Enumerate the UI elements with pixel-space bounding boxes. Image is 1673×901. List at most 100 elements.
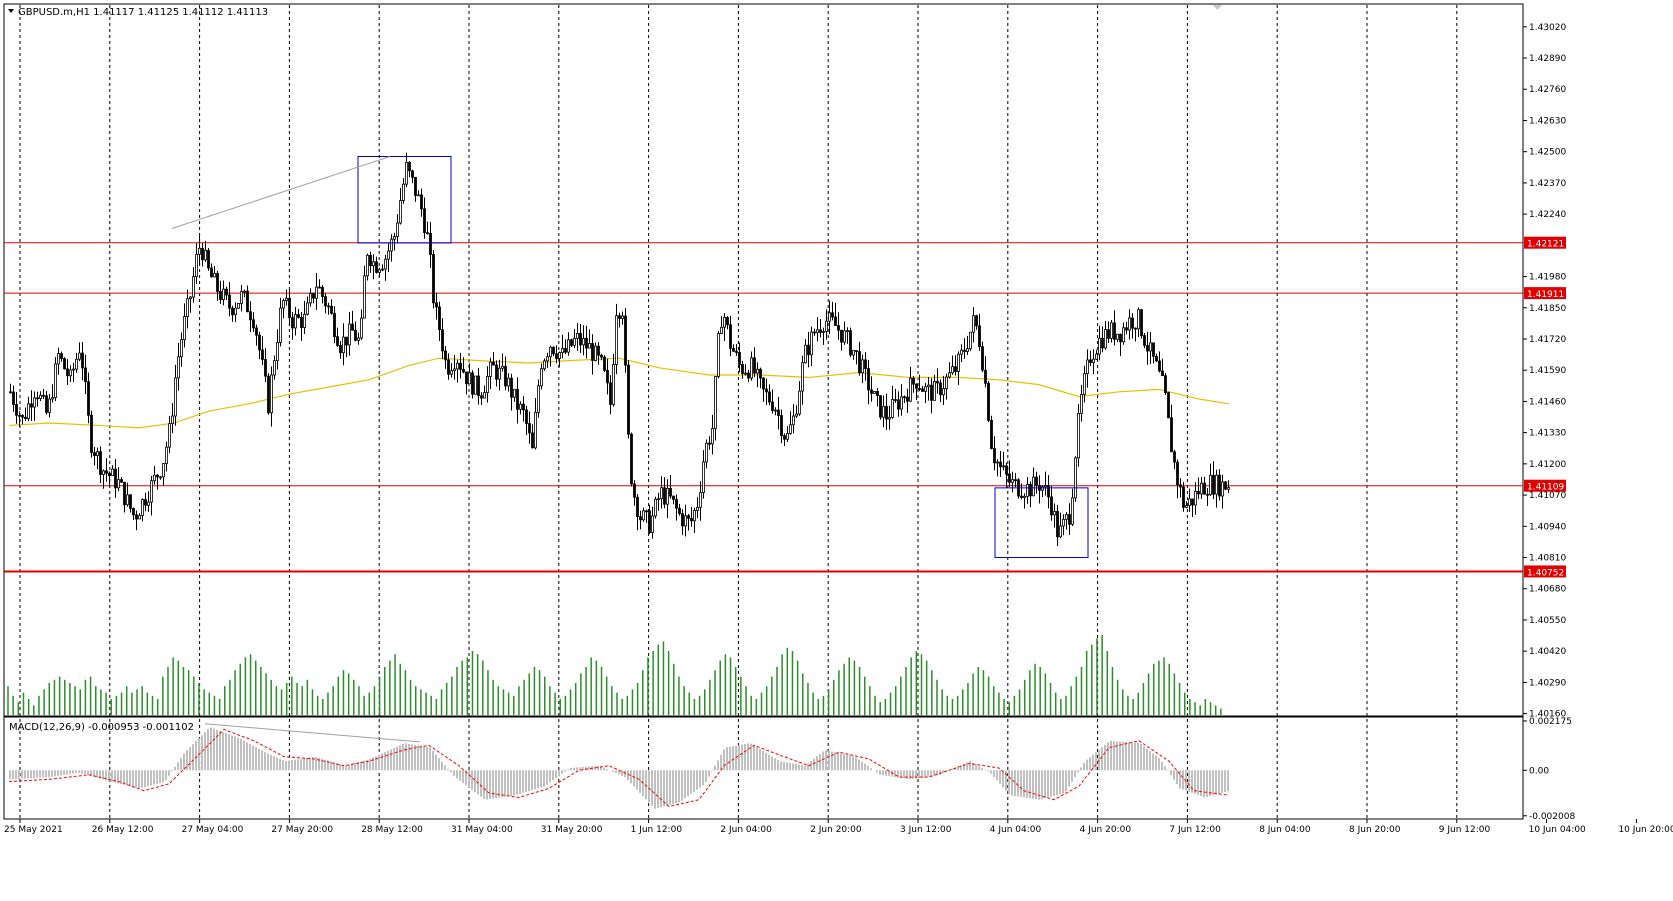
candle-body [381, 268, 384, 271]
candle-body [672, 495, 675, 500]
trendlines[interactable] [171, 156, 421, 743]
candle-body [438, 306, 441, 331]
candle-body [261, 349, 264, 360]
candle-body [948, 372, 951, 378]
candle-body [150, 480, 153, 503]
candle-body [696, 506, 699, 511]
candle-body [1029, 483, 1032, 497]
candle-body [1134, 327, 1137, 330]
candle-body [711, 428, 714, 445]
price-trendline[interactable] [171, 156, 391, 230]
candle-body [66, 368, 69, 377]
rectangle-objects[interactable] [357, 155, 1089, 559]
candle-body [225, 288, 228, 296]
candle-body [231, 307, 234, 316]
chart-menu-arrow-icon[interactable] [8, 9, 14, 13]
candle-body [1095, 353, 1098, 360]
candle-body [888, 416, 891, 420]
candle-body [1203, 482, 1206, 495]
candle-body [180, 339, 183, 358]
candle-body [291, 317, 294, 329]
candle-body [1077, 412, 1080, 459]
candle-body [870, 389, 873, 394]
candle-body [987, 382, 990, 421]
macd-axis: 0.002175 0.00 -0.002008 [1523, 717, 1575, 822]
candle-body [183, 316, 186, 341]
candle-body [96, 451, 99, 457]
candle-body [273, 360, 276, 376]
candle-body [264, 359, 267, 377]
time-tick-label: 9 Jun 12:00 [1439, 825, 1491, 835]
candle-body [114, 468, 117, 489]
candle-body [117, 479, 120, 489]
candle-body [855, 350, 858, 352]
candle-body [189, 296, 192, 300]
candle-body [954, 366, 957, 372]
candle-body [633, 483, 636, 498]
macd-trendline[interactable] [204, 723, 421, 743]
candle-body [111, 468, 114, 477]
candle-body [243, 290, 246, 293]
candle-body [837, 325, 840, 331]
horizontal-levels[interactable]: 1.42121 1.41911 1.41109 1.40752 [4, 236, 1566, 579]
candle-body [552, 346, 555, 355]
candle-body [1152, 342, 1155, 357]
time-tick-label: 27 May 04:00 [182, 825, 244, 835]
candle-body [564, 348, 567, 353]
candle-body [456, 362, 459, 370]
candle-body [708, 442, 711, 445]
price-tick-label: 1.42370 [1529, 179, 1566, 189]
candle-body [684, 515, 687, 527]
candle-body [519, 403, 522, 410]
candle-body [690, 517, 693, 522]
candle-body [714, 376, 717, 429]
candle-body [1182, 486, 1185, 508]
candle-body [759, 368, 762, 379]
candle-body [1209, 474, 1212, 496]
candle-body [1002, 465, 1005, 468]
shift-marker-icon[interactable] [1213, 5, 1222, 10]
candle-body [1218, 474, 1221, 497]
time-tick-label: 31 May 04:00 [451, 825, 513, 835]
price-tick-label: 1.42500 [1529, 148, 1566, 158]
candle-body [186, 298, 189, 317]
price-tick-label: 1.41460 [1529, 397, 1566, 407]
candle-body [408, 162, 411, 172]
candle-body [1086, 359, 1089, 375]
candle-body [930, 384, 933, 401]
macd-tick-label: -0.002008 [1529, 812, 1575, 822]
candle-body [258, 334, 261, 351]
candle-body [585, 337, 588, 349]
candle-body [1128, 317, 1131, 331]
rectangle-object[interactable] [357, 155, 452, 244]
candle-body [663, 487, 666, 505]
candle-body [342, 336, 345, 354]
level-price-tag [1524, 479, 1566, 492]
candle-body [93, 452, 96, 457]
macd-header: MACD(12,26,9) -0.000953 -0.001102 [9, 722, 194, 733]
candle-body [213, 272, 216, 278]
candle-body [963, 349, 966, 352]
candle-body [822, 330, 825, 333]
candle-body [27, 403, 30, 420]
candle-body [390, 238, 393, 252]
candle-body [51, 397, 54, 400]
candle-body [306, 302, 309, 315]
rectangle-object[interactable] [994, 487, 1089, 559]
candle-body [321, 286, 324, 297]
candle-body [57, 353, 60, 365]
candle-body [417, 194, 420, 197]
candle-body [372, 261, 375, 267]
candle-body [21, 414, 24, 418]
candle-body [717, 333, 720, 377]
candle-body [315, 286, 318, 299]
candle-body [1155, 355, 1158, 362]
candle-body [933, 381, 936, 401]
candle-body [858, 351, 861, 374]
candle-body [885, 405, 888, 420]
candle-body [789, 424, 792, 434]
candle-body [693, 510, 696, 522]
candle-body [249, 311, 252, 321]
